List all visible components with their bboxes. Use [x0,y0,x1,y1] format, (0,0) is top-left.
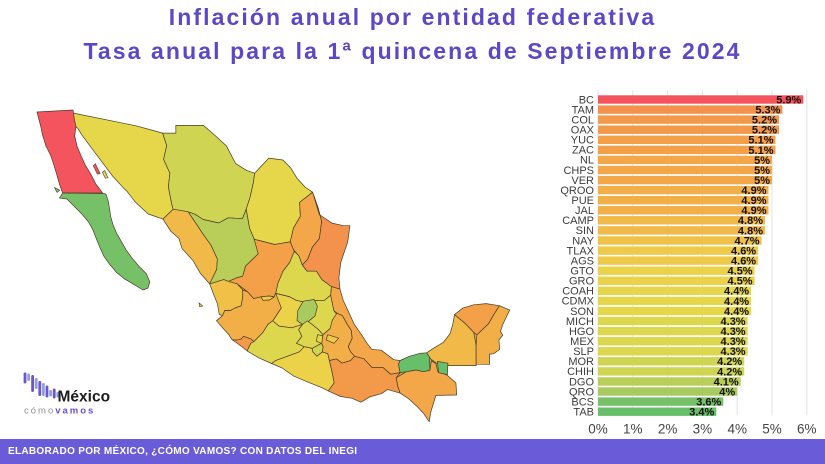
svg-text:ZAC: ZAC [572,145,594,157]
svg-text:TAM: TAM [572,104,594,116]
svg-text:MICH: MICH [566,316,594,328]
svg-text:4.6%: 4.6% [731,256,756,268]
svg-text:5.1%: 5.1% [748,135,773,147]
svg-text:GTO: GTO [570,266,594,278]
svg-text:NAY: NAY [572,235,594,247]
svg-text:4.9%: 4.9% [741,205,766,217]
svg-text:VER: VER [571,175,594,187]
svg-text:3.4%: 3.4% [689,407,714,419]
svg-text:QRO: QRO [569,386,595,398]
svg-text:TLAX: TLAX [566,245,594,257]
svg-text:CHIH: CHIH [567,366,594,378]
svg-text:4%: 4% [727,422,747,437]
svg-text:5%: 5% [754,175,770,187]
svg-text:4.9%: 4.9% [741,195,766,207]
svg-text:México: México [58,389,111,406]
svg-text:4.2%: 4.2% [717,366,742,378]
svg-text:4.3%: 4.3% [721,346,746,358]
svg-text:CHPS: CHPS [563,165,594,177]
svg-text:CAMP: CAMP [562,215,594,227]
svg-text:CDMX: CDMX [562,296,595,308]
svg-text:5.9%: 5.9% [776,94,801,106]
svg-text:QROO: QROO [560,185,594,197]
svg-text:5.3%: 5.3% [755,105,780,117]
svg-text:4%: 4% [719,386,735,398]
svg-text:GRO: GRO [569,276,595,288]
svg-text:2%: 2% [658,422,678,437]
svg-text:4.4%: 4.4% [724,286,749,298]
svg-text:4.8%: 4.8% [738,215,763,227]
svg-text:BCS: BCS [571,396,594,408]
svg-text:4.4%: 4.4% [724,296,749,308]
svg-text:5%: 5% [762,422,782,437]
svg-text:5.1%: 5.1% [748,145,773,157]
svg-text:TAB: TAB [573,407,594,419]
svg-text:YUC: YUC [571,135,594,147]
svg-text:4.6%: 4.6% [731,246,756,258]
svg-text:MOR: MOR [568,356,594,368]
svg-text:4.3%: 4.3% [721,316,746,328]
svg-text:1%: 1% [623,422,643,437]
svg-text:4.9%: 4.9% [741,185,766,197]
svg-text:SLP: SLP [573,346,594,358]
svg-text:MEX: MEX [570,336,595,348]
svg-text:cómovamos: cómovamos [24,406,95,417]
svg-text:3%: 3% [693,422,713,437]
svg-text:COL: COL [571,114,594,126]
svg-text:SON: SON [570,306,594,318]
svg-text:4.5%: 4.5% [728,276,753,288]
svg-text:6%: 6% [797,422,817,437]
svg-text:JAL: JAL [575,205,594,217]
svg-text:4.2%: 4.2% [717,356,742,368]
svg-text:AGS: AGS [571,255,594,267]
svg-text:4.5%: 4.5% [728,266,753,278]
svg-text:COAH: COAH [562,286,594,298]
svg-text:4.1%: 4.1% [714,376,739,388]
svg-text:5%: 5% [754,155,770,167]
svg-text:5.2%: 5.2% [752,115,777,127]
svg-text:PUE: PUE [571,195,594,207]
svg-text:5%: 5% [754,165,770,177]
svg-text:NL: NL [580,155,594,167]
svg-text:3.6%: 3.6% [696,397,721,409]
svg-text:4.8%: 4.8% [738,225,763,237]
svg-text:HGO: HGO [569,326,595,338]
svg-text:5.2%: 5.2% [752,125,777,137]
svg-text:4.3%: 4.3% [721,326,746,338]
svg-text:BC: BC [579,94,594,106]
svg-text:0%: 0% [588,422,608,437]
svg-text:4.7%: 4.7% [735,235,760,247]
svg-text:OAX: OAX [571,125,595,137]
svg-text:4.3%: 4.3% [721,336,746,348]
svg-text:4.4%: 4.4% [724,306,749,318]
svg-text:DGO: DGO [569,376,595,388]
svg-text:SIN: SIN [576,225,594,237]
